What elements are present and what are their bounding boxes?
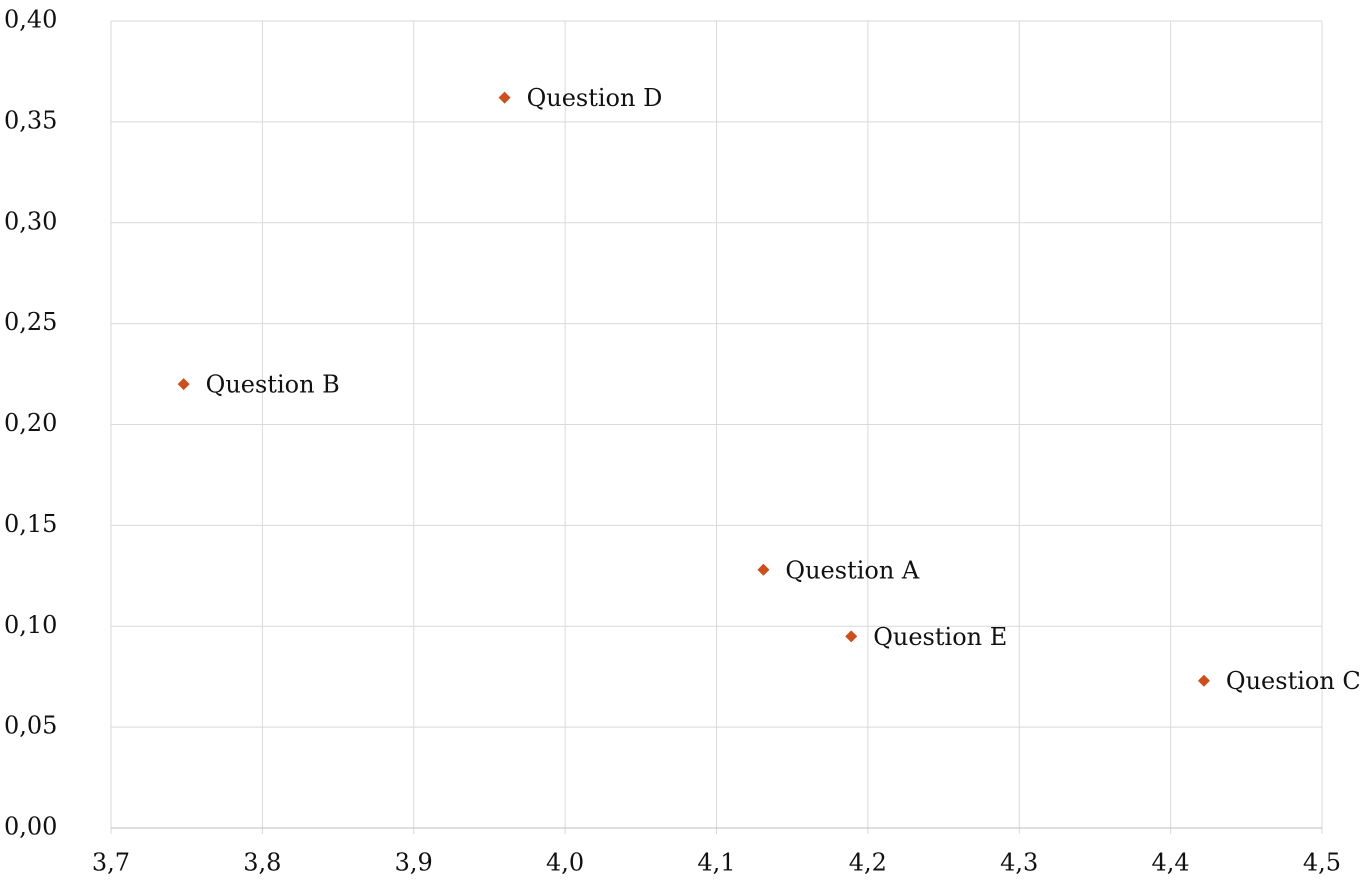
x-tick-label: 4,0 <box>546 849 584 877</box>
x-tick-label: 4,4 <box>1152 849 1190 877</box>
y-tick-label: 0,20 <box>4 409 57 437</box>
y-tick-label: 0,25 <box>4 308 57 336</box>
x-tick-label: 4,5 <box>1303 849 1341 877</box>
y-tick-label: 0,35 <box>4 106 57 134</box>
point <box>757 563 770 576</box>
y-tick-label: 0,40 <box>4 6 57 34</box>
y-tick-label: 0,10 <box>4 611 57 639</box>
point-label: Question D <box>527 84 663 112</box>
y-tick-label: 0,30 <box>4 207 57 235</box>
x-tick-label: 4,2 <box>849 849 887 877</box>
x-tick-label: 3,8 <box>243 849 281 877</box>
y-tick-label: 0,05 <box>4 712 57 740</box>
x-tick-label: 4,1 <box>697 849 735 877</box>
x-tick-label: 3,9 <box>395 849 433 877</box>
point-label: Question E <box>873 623 1007 651</box>
y-tick-label: 0,00 <box>4 813 57 841</box>
point-label: Question C <box>1226 667 1361 695</box>
point <box>177 378 190 391</box>
point-label: Question A <box>785 556 920 584</box>
y-tick-label: 0,15 <box>4 510 57 538</box>
x-tick-label: 3,7 <box>92 849 130 877</box>
point-label: Question B <box>206 371 340 399</box>
point <box>1197 674 1210 687</box>
point <box>498 91 511 104</box>
x-tick-label: 4,3 <box>1000 849 1038 877</box>
point <box>845 630 858 643</box>
